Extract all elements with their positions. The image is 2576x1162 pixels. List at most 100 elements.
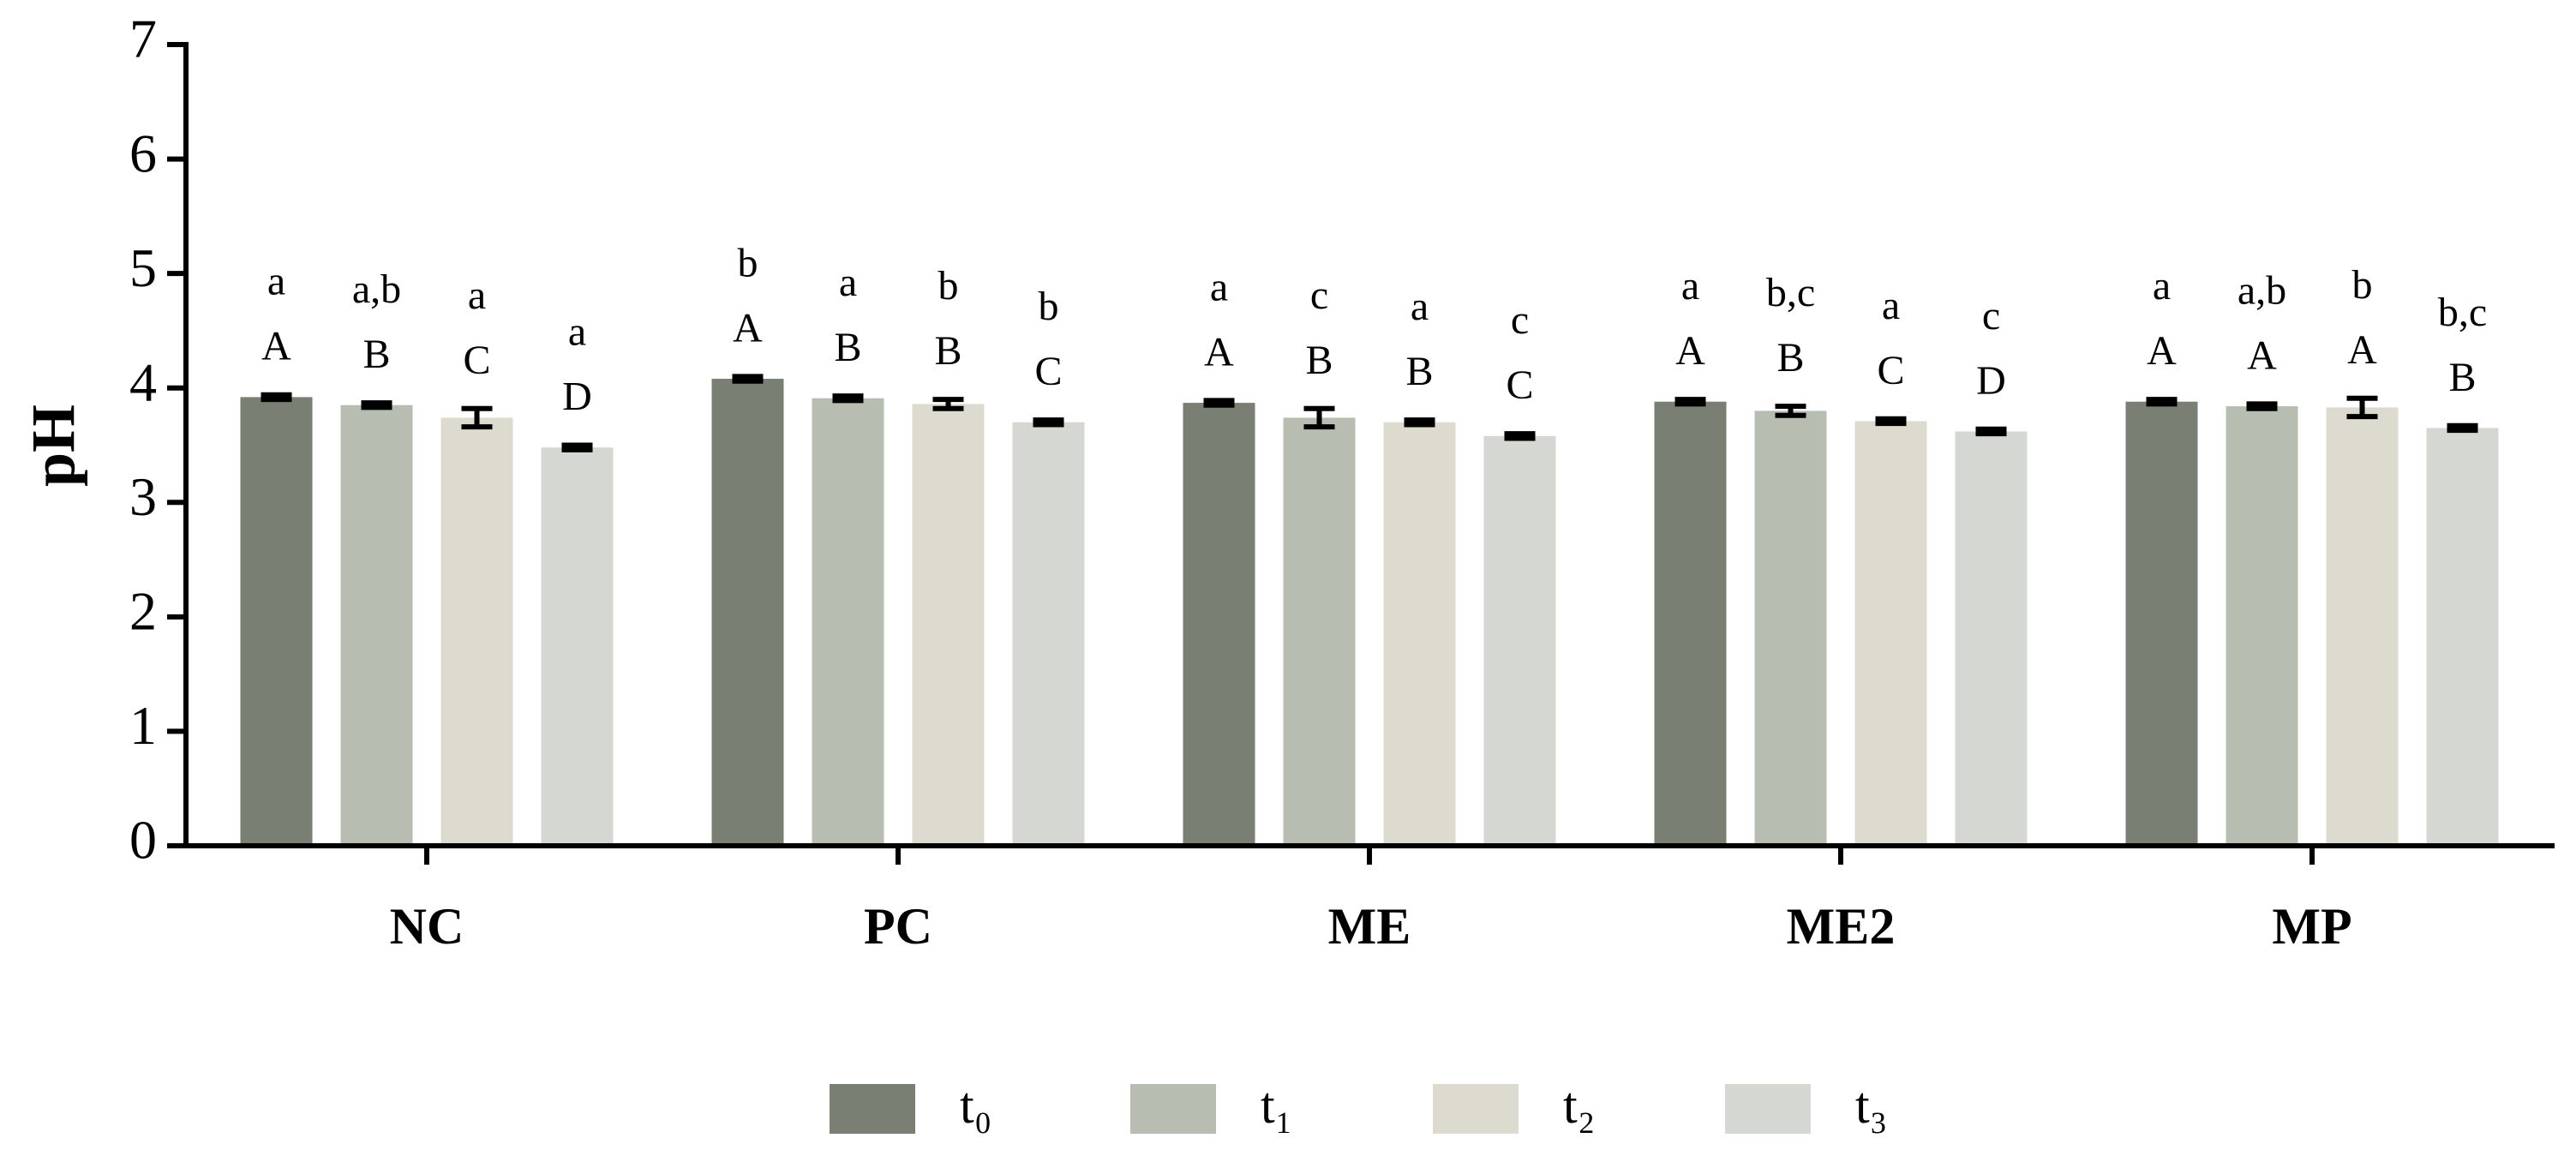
bar	[1012, 422, 1085, 846]
y-tick-label: 5	[129, 237, 157, 298]
error-bar	[2447, 422, 2478, 434]
lower-letter: a	[1882, 283, 1900, 328]
bar	[711, 379, 784, 846]
upper-letter: B	[1305, 338, 1333, 383]
x-tick-label: NC	[390, 898, 464, 955]
bar	[1183, 403, 1255, 846]
upper-letter: A	[733, 305, 763, 350]
error-bar	[1033, 417, 1064, 428]
error-bar	[261, 392, 292, 403]
y-tick-label: 7	[129, 9, 157, 69]
error-bar	[1875, 416, 1907, 427]
bar	[1383, 422, 1456, 846]
error-bar	[1504, 431, 1536, 441]
bar	[2426, 428, 2499, 846]
y-tick-label: 2	[129, 581, 157, 642]
error-bar	[461, 405, 493, 430]
y-tick-label: 0	[129, 810, 157, 871]
upper-letter: C	[1506, 362, 1533, 408]
lower-letter: c	[1310, 273, 1328, 318]
error-bar	[361, 400, 392, 410]
lower-letter: a	[1411, 284, 1429, 329]
upper-letter: B	[362, 332, 390, 377]
legend-swatch	[1433, 1084, 1519, 1134]
upper-letter: B	[2448, 355, 2476, 400]
error-bar	[932, 397, 964, 411]
lower-letter: a	[1681, 263, 1699, 308]
error-bar	[2246, 401, 2278, 411]
lower-letter: a	[2153, 263, 2171, 308]
lower-letter: b,c	[1766, 270, 1815, 315]
bar	[1283, 417, 1356, 846]
upper-letter: B	[1776, 335, 1804, 380]
lower-letter: b	[1039, 284, 1059, 329]
lower-letter: a,b	[352, 267, 401, 312]
error-bar	[1975, 426, 2007, 437]
upper-letter: A	[2147, 328, 2177, 374]
bar	[812, 398, 884, 846]
error-bar	[1404, 417, 1435, 428]
x-tick-label: MP	[2272, 898, 2351, 955]
bar	[1754, 410, 1827, 846]
upper-letter: B	[1405, 349, 1433, 394]
bar	[2226, 406, 2298, 847]
bar	[340, 404, 413, 846]
bar	[1854, 421, 1927, 846]
legend-swatch	[1130, 1084, 1216, 1134]
error-bar	[2346, 395, 2378, 420]
bar	[541, 447, 614, 846]
upper-letter: C	[463, 338, 490, 383]
legend-label: t₂	[1563, 1077, 1596, 1134]
bar	[912, 404, 985, 846]
y-axis-label: pH	[20, 404, 88, 487]
error-bar	[732, 374, 764, 384]
lower-letter: a	[468, 273, 486, 318]
legend-label: t₀	[960, 1077, 992, 1134]
error-bar	[1303, 405, 1335, 430]
lower-letter: c	[1982, 293, 2000, 338]
lower-letter: a	[568, 309, 586, 355]
upper-letter: D	[562, 374, 592, 420]
lower-letter: a	[1210, 264, 1228, 309]
upper-letter: D	[1976, 358, 2006, 404]
lower-letter: c	[1511, 297, 1529, 343]
error-bar	[561, 442, 593, 452]
x-tick-label: ME2	[1787, 898, 1896, 955]
upper-letter: A	[1204, 329, 1234, 374]
lower-letter: a	[839, 260, 857, 305]
error-bar	[832, 393, 864, 404]
x-tick-label: PC	[864, 898, 932, 955]
bar	[2326, 407, 2399, 846]
lower-letter: b	[738, 240, 758, 285]
lower-letter: b	[2352, 262, 2373, 308]
x-tick-label: ME	[1328, 898, 1411, 955]
legend-swatch	[1725, 1084, 1811, 1134]
bar	[240, 397, 313, 846]
upper-letter: A	[1675, 328, 1705, 374]
y-tick-label: 6	[129, 123, 157, 183]
y-tick-label: 3	[129, 466, 157, 527]
upper-letter: B	[834, 325, 861, 370]
y-tick-label: 1	[129, 695, 157, 756]
error-bar	[1203, 398, 1235, 408]
bar	[1483, 435, 1556, 846]
bar	[1654, 401, 1727, 846]
legend-swatch	[830, 1084, 915, 1134]
lower-letter: b,c	[2438, 290, 2487, 335]
legend-label: t₃	[1855, 1077, 1888, 1134]
bar	[440, 417, 513, 846]
y-tick-label: 4	[129, 351, 157, 412]
lower-letter: a	[267, 259, 285, 304]
legend-label: t₁	[1261, 1077, 1293, 1134]
lower-letter: a,b	[2238, 267, 2286, 313]
upper-letter: A	[2247, 332, 2277, 378]
upper-letter: A	[261, 324, 291, 369]
upper-letter: C	[1877, 348, 1904, 393]
error-bar	[1775, 404, 1806, 418]
upper-letter: C	[1034, 349, 1062, 394]
upper-letter: A	[2347, 327, 2377, 373]
error-bar	[1674, 397, 1706, 407]
upper-letter: B	[934, 328, 962, 374]
error-bar	[2146, 397, 2178, 407]
